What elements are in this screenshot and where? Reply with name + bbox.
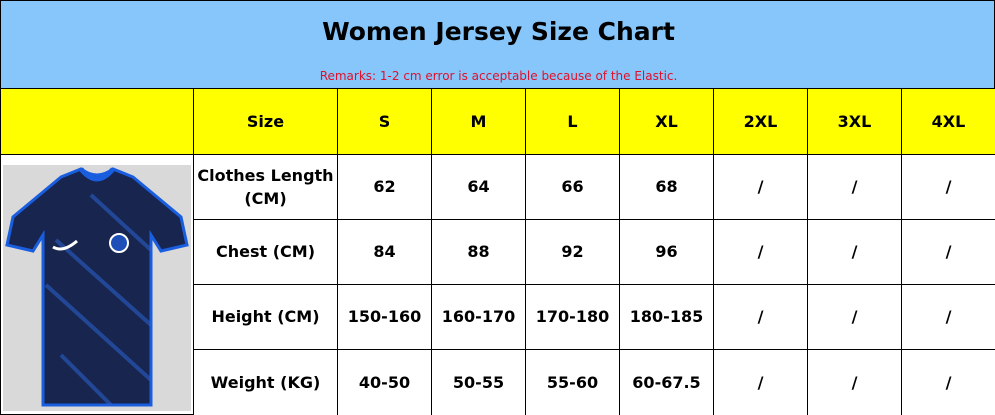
table-cell: 55-60 bbox=[525, 349, 620, 415]
table-cell: / bbox=[807, 154, 902, 220]
table-cell: 64 bbox=[431, 154, 526, 220]
table-cell: / bbox=[713, 349, 808, 415]
table-cell: / bbox=[713, 154, 808, 220]
table-cell: / bbox=[901, 349, 995, 415]
column-header: XL bbox=[619, 88, 714, 155]
column-header: 2XL bbox=[713, 88, 808, 155]
row-label: Clothes Length (CM) bbox=[193, 154, 338, 220]
table-cell: 68 bbox=[619, 154, 714, 220]
table-cell: / bbox=[901, 154, 995, 220]
table-cell: / bbox=[901, 219, 995, 285]
jersey-image bbox=[3, 165, 191, 411]
table-cell: / bbox=[807, 219, 902, 285]
table-cell: 160-170 bbox=[431, 284, 526, 350]
table-cell: 60-67.5 bbox=[619, 349, 714, 415]
column-header: L bbox=[525, 88, 620, 155]
table-cell: 170-180 bbox=[525, 284, 620, 350]
table-cell: 50-55 bbox=[431, 349, 526, 415]
title: Women Jersey Size Chart bbox=[322, 17, 675, 46]
column-header: 3XL bbox=[807, 88, 902, 155]
table-cell: 150-160 bbox=[337, 284, 432, 350]
row-label: Height (CM) bbox=[193, 284, 338, 350]
column-header: M bbox=[431, 88, 526, 155]
table-cell: 62 bbox=[337, 154, 432, 220]
column-header: 4XL bbox=[901, 88, 995, 155]
table-cell: 88 bbox=[431, 219, 526, 285]
table-cell: 96 bbox=[619, 219, 714, 285]
remarks: Remarks: 1-2 cm error is acceptable beca… bbox=[319, 69, 678, 83]
table-cell: 40-50 bbox=[337, 349, 432, 415]
column-header: Size bbox=[193, 88, 338, 155]
header-blank bbox=[0, 88, 194, 155]
jersey-photo bbox=[0, 154, 194, 415]
table-cell: 180-185 bbox=[619, 284, 714, 350]
table-cell: / bbox=[713, 284, 808, 350]
row-label: Weight (KG) bbox=[193, 349, 338, 415]
title-band: Women Jersey Size Chart Remarks: 1-2 cm … bbox=[0, 0, 995, 89]
table-cell: 66 bbox=[525, 154, 620, 220]
row-label: Chest (CM) bbox=[193, 219, 338, 285]
table-cell: / bbox=[713, 219, 808, 285]
table-cell: 84 bbox=[337, 219, 432, 285]
table-cell: 92 bbox=[525, 219, 620, 285]
table-cell: / bbox=[901, 284, 995, 350]
table-cell: / bbox=[807, 284, 902, 350]
table-cell: / bbox=[807, 349, 902, 415]
column-header: S bbox=[337, 88, 432, 155]
